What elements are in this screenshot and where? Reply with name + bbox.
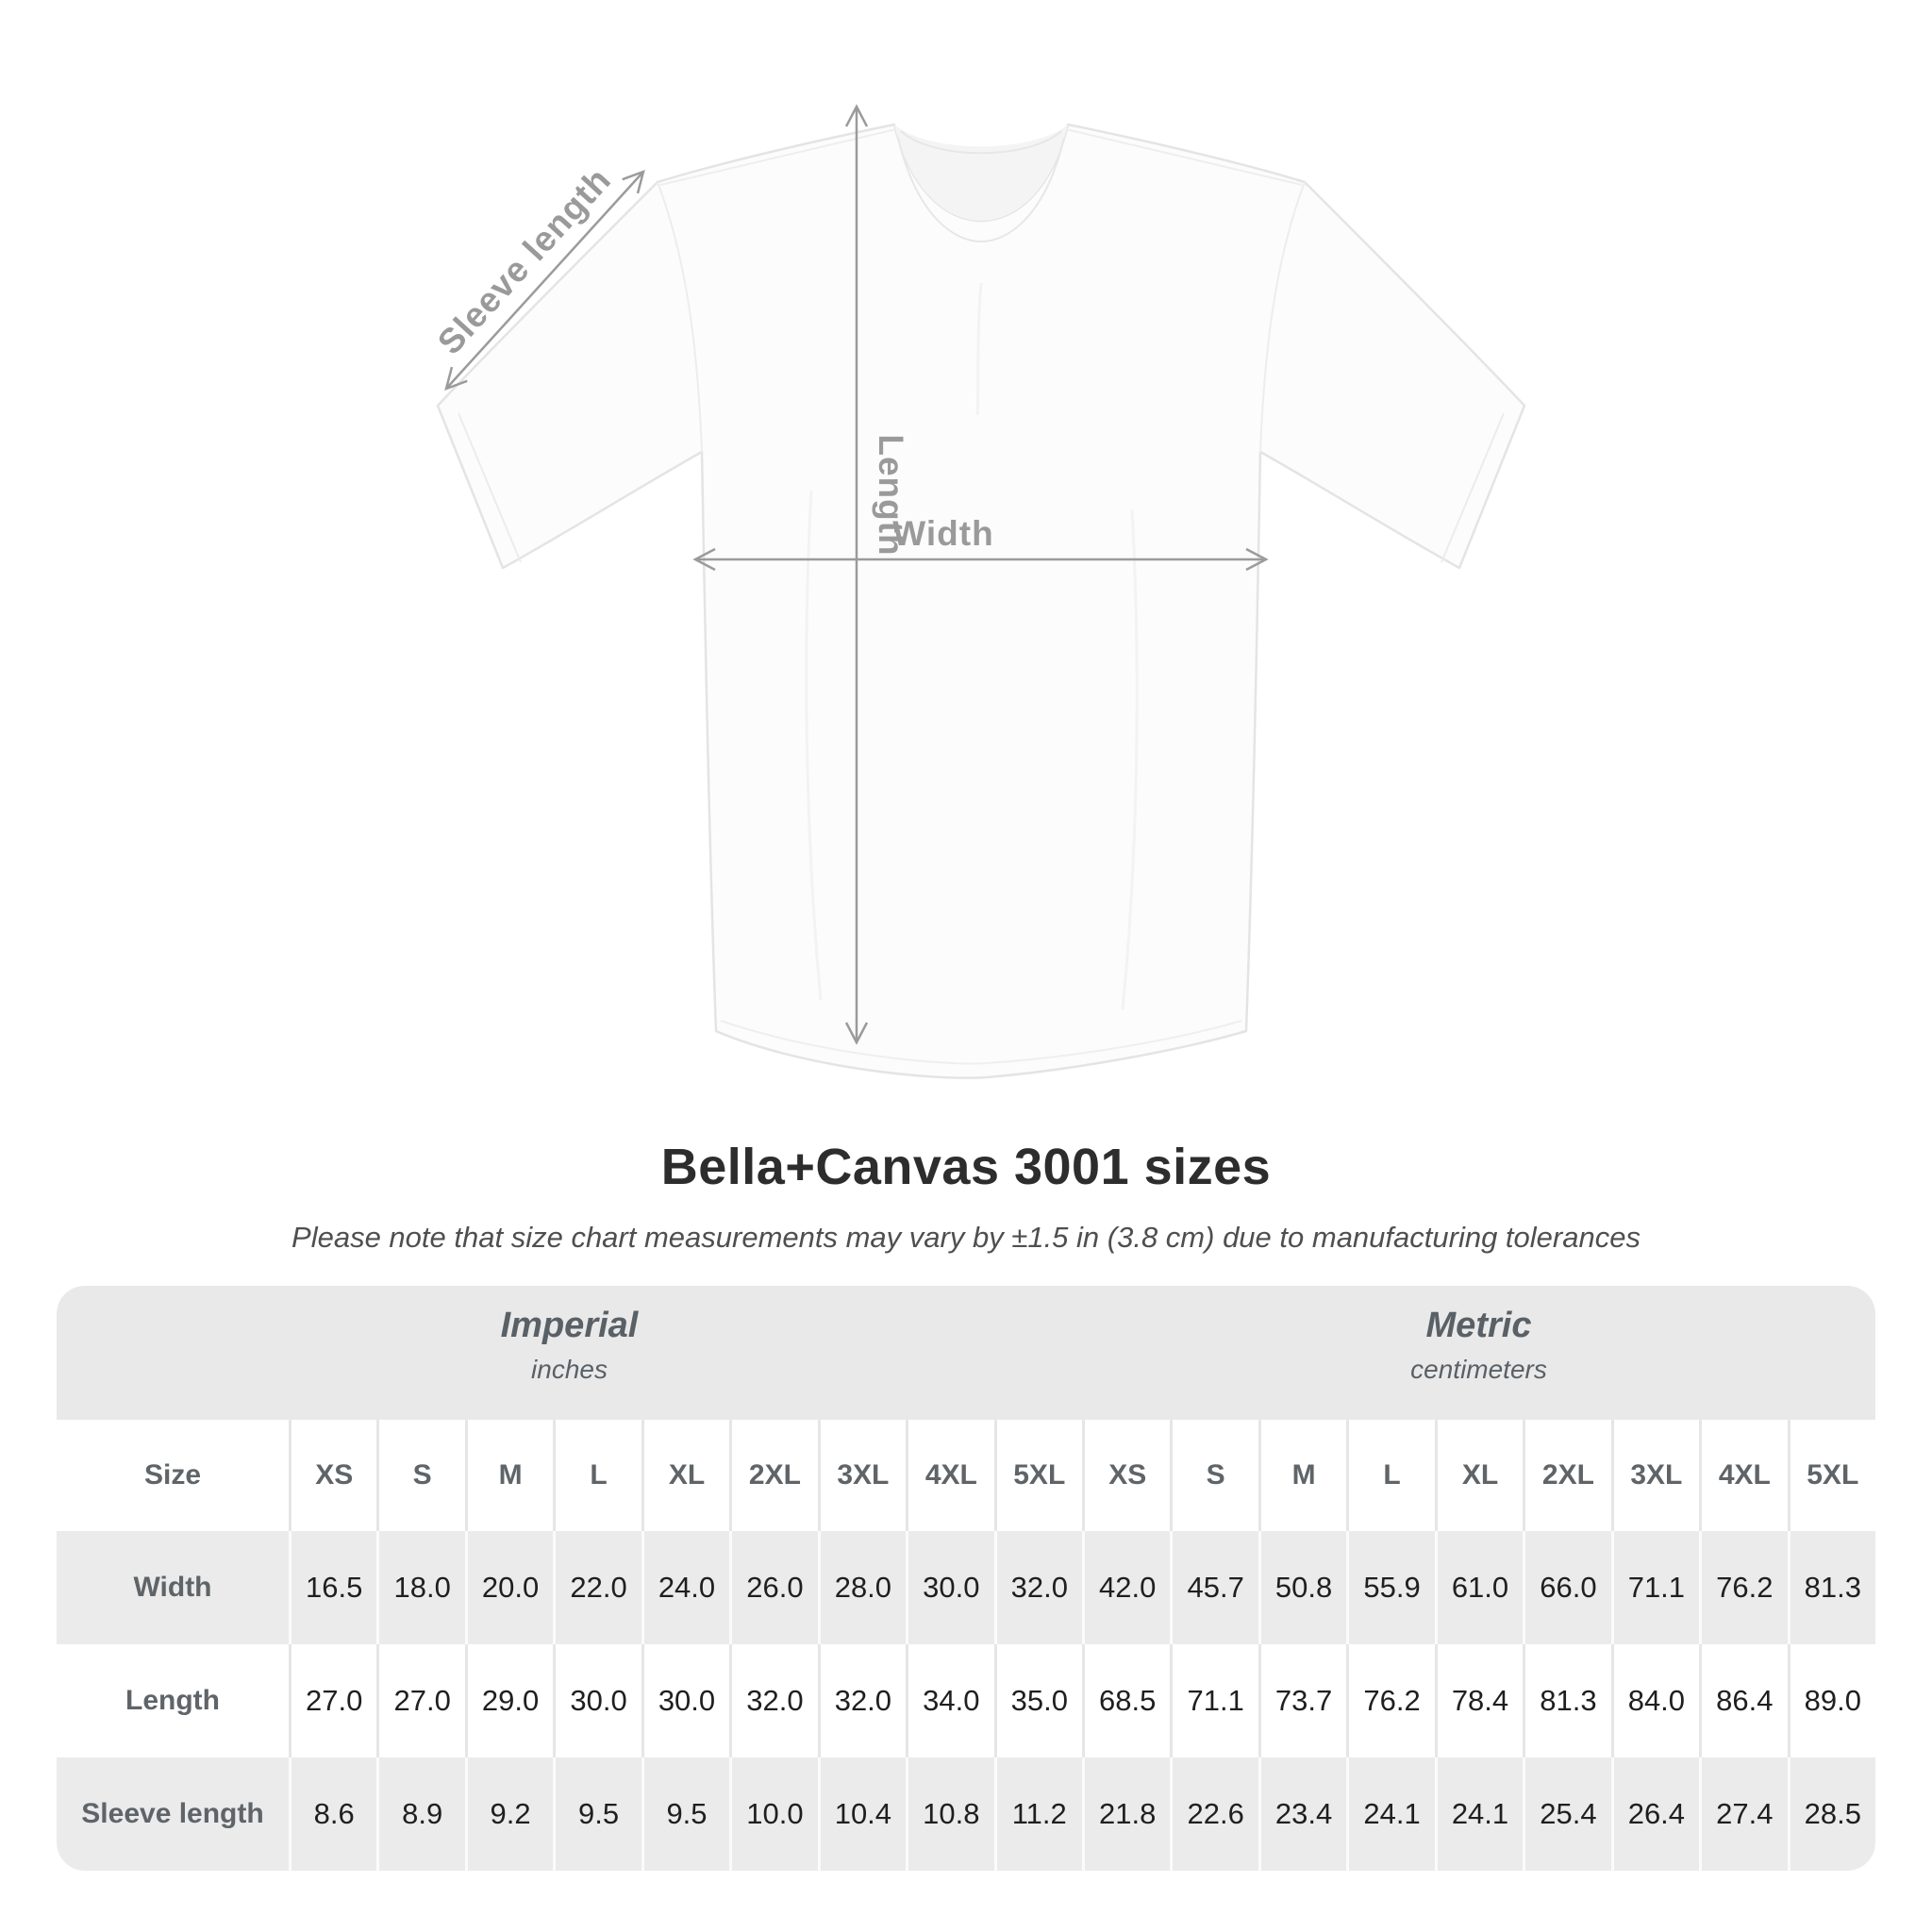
metric-group-header: Metric centimeters: [1082, 1286, 1875, 1412]
measurement-value: 68.5: [1081, 1644, 1170, 1757]
unit-header-band: Imperial inches Metric centimeters: [57, 1286, 1875, 1420]
measurement-value: 16.5: [289, 1531, 376, 1644]
measurement-value: 28.5: [1787, 1757, 1875, 1871]
measurement-value: 24.1: [1346, 1757, 1434, 1871]
measurement-value: 25.4: [1523, 1757, 1610, 1871]
measurement-value: 26.4: [1610, 1757, 1699, 1871]
size-col-header-xs: XS: [289, 1420, 376, 1531]
size-col-header-xs: XS: [1081, 1420, 1170, 1531]
size-col-header-3xl: 3XL: [817, 1420, 906, 1531]
measurement-value: 50.8: [1257, 1531, 1346, 1644]
size-col-header-2xl: 2XL: [729, 1420, 817, 1531]
measurement-value: 22.6: [1170, 1757, 1257, 1871]
tolerance-note: Please note that size chart measurements…: [291, 1221, 1641, 1254]
measurement-value: 81.3: [1787, 1531, 1875, 1644]
measurement-value: 27.0: [289, 1644, 376, 1757]
measurement-value: 32.0: [993, 1531, 1082, 1644]
measurement-value: 22.0: [553, 1531, 641, 1644]
measurement-value: 26.0: [729, 1531, 817, 1644]
tshirt-measurement-diagram: Sleeve length Length Width: [430, 104, 1526, 1079]
measurement-value: 81.3: [1523, 1644, 1610, 1757]
measurement-value: 27.0: [376, 1644, 464, 1757]
measurement-value: 8.9: [376, 1757, 464, 1871]
measurement-value: 23.4: [1257, 1757, 1346, 1871]
measurement-value: 84.0: [1610, 1644, 1699, 1757]
size-col-header-s: S: [1170, 1420, 1257, 1531]
measurement-value: 86.4: [1699, 1644, 1787, 1757]
size-table: Imperial inches Metric centimeters Size X…: [57, 1286, 1875, 1871]
size-table-grid: Size XS S M L XL 2XL 3XL 4XL 5XL XS S M L XL 2XL 3XL 4XL 5…: [57, 1420, 1875, 1871]
imperial-label: Imperial: [500, 1306, 639, 1345]
measurement-row-width: Width 16.5 18.0 20.0 22.0 24.0 26.0 28.0 30.0 32.…: [57, 1531, 1875, 1644]
measurement-value: 29.0: [464, 1644, 553, 1757]
size-col-header-xl: XL: [1434, 1420, 1523, 1531]
size-col-header-l: L: [1346, 1420, 1434, 1531]
measurement-value: 30.0: [906, 1531, 993, 1644]
measurement-value: 76.2: [1346, 1644, 1434, 1757]
row-label: Length: [125, 1685, 220, 1716]
measurement-value: 71.1: [1610, 1531, 1699, 1644]
measurement-value: 66.0: [1523, 1531, 1610, 1644]
measurement-value: 10.0: [729, 1757, 817, 1871]
imperial-group-header: Imperial inches: [57, 1286, 1082, 1412]
size-col-header-s: S: [376, 1420, 464, 1531]
measurement-row-sleeve-length: Sleeve length 8.6 8.9 9.2 9.5 9.5 10.0 10.4 10.8…: [57, 1757, 1875, 1871]
page-title: Bella+Canvas 3001 sizes: [660, 1139, 1272, 1195]
measurement-value: 45.7: [1170, 1531, 1257, 1644]
size-col-header-4xl: 4XL: [1699, 1420, 1787, 1531]
measurement-value: 20.0: [464, 1531, 553, 1644]
measurement-value: 32.0: [817, 1644, 906, 1757]
measurement-value: 61.0: [1434, 1531, 1523, 1644]
measurement-value: 30.0: [553, 1644, 641, 1757]
row-label: Width: [133, 1572, 212, 1603]
measurement-value: 55.9: [1346, 1531, 1434, 1644]
measurement-value: 32.0: [729, 1644, 817, 1757]
metric-unit: centimeters: [1410, 1355, 1547, 1384]
size-col-header-5xl: 5XL: [993, 1420, 1082, 1531]
size-col-header-xl: XL: [641, 1420, 729, 1531]
measurement-value: 76.2: [1699, 1531, 1787, 1644]
measurement-value: 27.4: [1699, 1757, 1787, 1871]
measurement-value: 9.2: [464, 1757, 553, 1871]
measurement-value: 10.8: [906, 1757, 993, 1871]
imperial-unit: inches: [531, 1355, 608, 1384]
measurement-value: 9.5: [553, 1757, 641, 1871]
measurement-value: 10.4: [817, 1757, 906, 1871]
measurement-row-length: Length 27.0 27.0 29.0 30.0 30.0 32.0 32.0 34.0 35…: [57, 1644, 1875, 1757]
size-col-header-5xl: 5XL: [1787, 1420, 1875, 1531]
size-col-header-m: M: [1257, 1420, 1346, 1531]
measurement-value: 78.4: [1434, 1644, 1523, 1757]
tshirt-graphic: [436, 123, 1526, 1079]
metric-label: Metric: [1425, 1306, 1532, 1345]
measurement-value: 24.1: [1434, 1757, 1523, 1871]
length-label: Length: [872, 434, 910, 556]
measurement-value: 35.0: [993, 1644, 1082, 1757]
measurement-value: 34.0: [906, 1644, 993, 1757]
size-col-title: Size: [143, 1459, 202, 1491]
row-label: Sleeve length: [81, 1798, 264, 1829]
measurement-value: 8.6: [289, 1757, 376, 1871]
size-col-header-2xl: 2XL: [1523, 1420, 1610, 1531]
size-col-header-l: L: [553, 1420, 641, 1531]
size-col-header-m: M: [464, 1420, 553, 1531]
measurement-value: 11.2: [993, 1757, 1082, 1871]
measurement-value: 28.0: [817, 1531, 906, 1644]
measurement-value: 42.0: [1081, 1531, 1170, 1644]
measurement-value: 18.0: [376, 1531, 464, 1644]
measurement-value: 73.7: [1257, 1644, 1346, 1757]
measurement-value: 24.0: [641, 1531, 729, 1644]
width-label: Width: [892, 514, 993, 553]
size-col-header-3xl: 3XL: [1610, 1420, 1699, 1531]
measurement-value: 21.8: [1081, 1757, 1170, 1871]
measurement-value: 89.0: [1787, 1644, 1875, 1757]
sleeve-length-arrow: [444, 170, 645, 391]
measurement-value: 71.1: [1170, 1644, 1257, 1757]
measurement-value: 9.5: [641, 1757, 729, 1871]
size-col-header-4xl: 4XL: [906, 1420, 993, 1531]
size-header-row: Size XS S M L XL 2XL 3XL 4XL 5XL XS S M L XL 2XL 3XL 4XL 5…: [57, 1420, 1875, 1531]
measurement-value: 30.0: [641, 1644, 729, 1757]
